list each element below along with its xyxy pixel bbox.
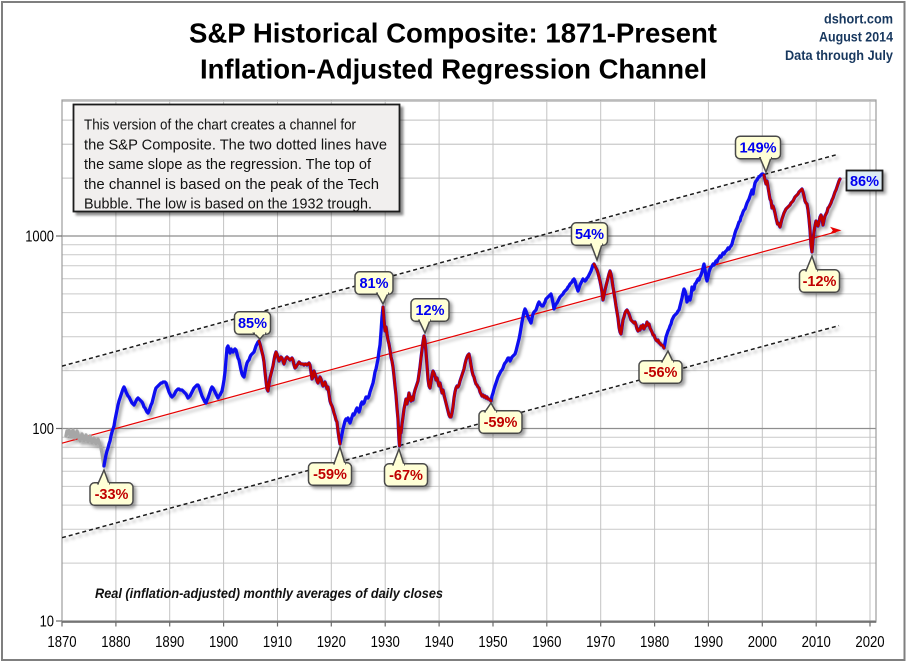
svg-text:2000: 2000 xyxy=(748,634,778,651)
svg-text:1950: 1950 xyxy=(478,634,508,651)
svg-text:-56%: -56% xyxy=(644,365,678,381)
svg-text:1990: 1990 xyxy=(694,634,724,651)
svg-text:S&P Historical Composite: 1871: S&P Historical Composite: 1871-Present xyxy=(189,18,717,49)
svg-text:Data through July: Data through July xyxy=(785,48,893,63)
svg-text:1900: 1900 xyxy=(209,634,239,651)
svg-text:the same slope as the regressi: the same slope as the regression. The to… xyxy=(84,156,372,173)
svg-text:the channel is based on the pe: the channel is based on the peak of the … xyxy=(84,176,379,193)
svg-text:Inflation-Adjusted Regression: Inflation-Adjusted Regression Channel xyxy=(200,54,707,85)
svg-text:-59%: -59% xyxy=(313,467,347,483)
svg-text:1000: 1000 xyxy=(25,229,54,246)
svg-text:1880: 1880 xyxy=(101,634,131,651)
svg-text:-59%: -59% xyxy=(484,415,518,431)
svg-text:1910: 1910 xyxy=(263,634,293,651)
svg-text:-12%: -12% xyxy=(803,274,837,290)
svg-text:149%: 149% xyxy=(739,141,776,157)
svg-text:August 2014: August 2014 xyxy=(819,30,893,45)
svg-text:the S&P Composite. The two dot: the S&P Composite. The two dotted lines … xyxy=(84,136,387,153)
svg-text:-33%: -33% xyxy=(95,487,129,503)
svg-text:1970: 1970 xyxy=(586,634,616,651)
svg-text:1930: 1930 xyxy=(371,634,401,651)
svg-text:1870: 1870 xyxy=(47,634,77,651)
svg-text:1980: 1980 xyxy=(640,634,670,651)
svg-text:1920: 1920 xyxy=(317,634,347,651)
svg-text:86%: 86% xyxy=(850,174,879,190)
svg-text:81%: 81% xyxy=(359,276,388,292)
svg-text:85%: 85% xyxy=(238,316,267,332)
svg-text:-67%: -67% xyxy=(389,468,423,484)
svg-text:12%: 12% xyxy=(415,303,444,319)
svg-text:1940: 1940 xyxy=(425,634,455,651)
svg-text:Real (inflation-adjusted) mont: Real (inflation-adjusted) monthly averag… xyxy=(95,585,443,601)
svg-text:2020: 2020 xyxy=(855,634,885,651)
svg-text:10: 10 xyxy=(40,614,55,631)
svg-text:54%: 54% xyxy=(575,227,604,243)
svg-text:1960: 1960 xyxy=(532,634,562,651)
svg-text:dshort.com: dshort.com xyxy=(824,12,893,27)
svg-text:This version of the chart crea: This version of the chart creates a chan… xyxy=(84,117,356,134)
svg-text:1890: 1890 xyxy=(155,634,185,651)
svg-text:100: 100 xyxy=(32,421,54,438)
svg-text:2010: 2010 xyxy=(802,634,832,651)
svg-text:Bubble. The low is based on th: Bubble. The low is based on the 1932 tro… xyxy=(84,196,372,213)
